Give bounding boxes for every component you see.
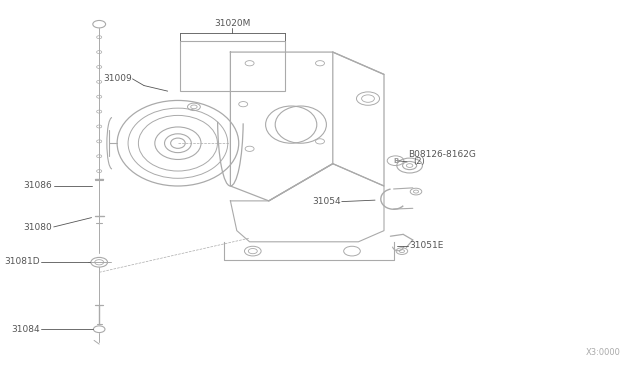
Text: 31020M: 31020M xyxy=(214,19,250,28)
Text: 31080: 31080 xyxy=(24,223,52,232)
Text: B: B xyxy=(393,158,398,164)
Text: 31081D: 31081D xyxy=(4,257,40,266)
Text: X3:0000: X3:0000 xyxy=(586,348,621,357)
Bar xyxy=(180,41,285,91)
Text: (2): (2) xyxy=(413,157,424,166)
Text: 31054: 31054 xyxy=(312,197,340,206)
Text: B08126-8162G: B08126-8162G xyxy=(408,150,476,159)
Text: 31051E: 31051E xyxy=(410,241,444,250)
Text: 31084: 31084 xyxy=(11,325,40,334)
Text: 31086: 31086 xyxy=(24,182,52,190)
Text: 31009: 31009 xyxy=(104,74,132,83)
